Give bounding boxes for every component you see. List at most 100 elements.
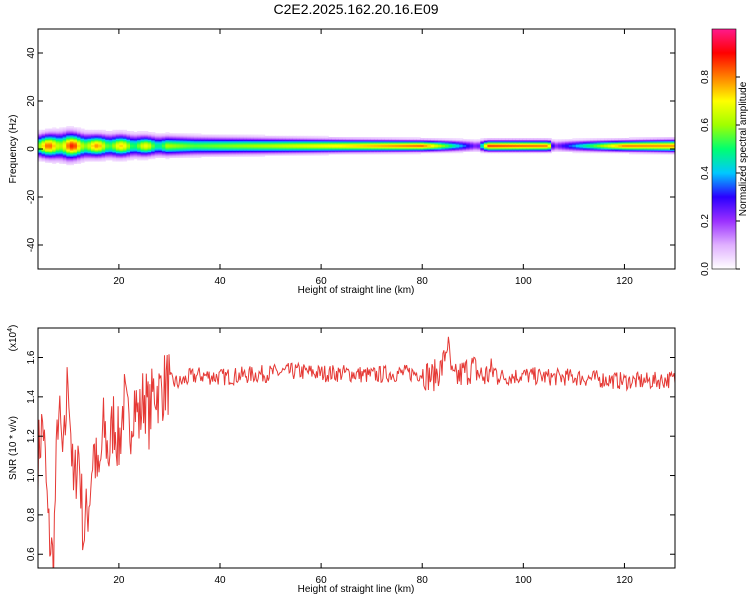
spectrogram-cell — [225, 134, 230, 137]
spectrogram-cell — [236, 135, 241, 138]
spectrogram-cell — [165, 156, 170, 158]
spectrogram-cell — [657, 152, 662, 155]
spectrogram-cell — [144, 144, 149, 146]
spectrogram-cell — [183, 138, 188, 140]
spectrogram-cell — [151, 143, 156, 145]
spectrogram-cell — [508, 141, 513, 144]
spectrogram-cell — [384, 145, 389, 148]
spectrogram-cell — [73, 131, 78, 133]
spectrogram-cell — [66, 162, 71, 164]
snr-background — [38, 328, 675, 568]
spectrogram-cell — [582, 149, 588, 151]
spectrogram-cell — [222, 137, 227, 139]
spectrogram-cell — [250, 139, 255, 142]
spectrogram-cell — [204, 151, 209, 154]
spectrogram-cell — [73, 150, 78, 152]
spectrogram-cell — [126, 149, 131, 151]
spectrogram-cell — [126, 157, 131, 160]
spectrogram-cell — [554, 141, 559, 144]
spectrogram-cell — [80, 137, 85, 139]
spectrogram-cell — [165, 133, 170, 136]
spectrogram-x-tick-label: 80 — [417, 276, 429, 287]
spectrogram-cell — [130, 150, 135, 152]
spectrogram-cell — [62, 128, 67, 131]
spectrogram-cell — [45, 161, 50, 163]
spectrogram-cell — [540, 140, 545, 143]
spectrogram-x-tick-label: 60 — [316, 276, 328, 287]
spectrogram-cell — [38, 140, 43, 143]
spectrogram-cell — [236, 143, 241, 145]
spectrogram-cell — [536, 146, 542, 149]
spectrogram-cell — [409, 150, 414, 152]
spectrogram-cell — [101, 156, 106, 158]
spectrogram-cell — [73, 141, 78, 144]
spectrogram-cell — [628, 152, 634, 155]
spectrogram-cell — [526, 149, 531, 151]
spectrogram-cell — [115, 134, 120, 137]
spectrogram-cell — [257, 147, 262, 150]
spectrogram-cell — [161, 146, 166, 149]
spectrogram-cell — [55, 139, 60, 142]
spectrogram-cell — [363, 137, 368, 139]
spectrogram-cell — [388, 138, 393, 140]
spectrogram-cell — [87, 132, 92, 134]
spectrogram-cell — [437, 141, 443, 144]
spectrogram-cell — [147, 133, 152, 136]
spectrogram-cell — [232, 153, 237, 156]
spectrogram-cell — [621, 143, 627, 145]
spectrogram-cell — [52, 156, 57, 158]
spectrogram-cell — [214, 144, 220, 146]
spectrogram-cell — [384, 152, 389, 155]
spectrogram-cell — [73, 152, 78, 155]
spectrogram-cell — [62, 127, 67, 130]
spectrogram-cell — [575, 145, 581, 148]
spectrogram-cell — [306, 143, 312, 145]
spectrogram-cell — [147, 138, 152, 140]
spectrogram-cell — [579, 141, 584, 144]
spectrogram-cell — [342, 147, 347, 150]
spectrogram-cell — [282, 143, 287, 145]
spectrogram-cell — [130, 151, 135, 154]
spectrogram-cell — [505, 141, 510, 144]
spectrogram-cell — [529, 144, 535, 146]
spectrogram-cell — [115, 147, 120, 150]
spectrogram-cell — [108, 143, 113, 145]
spectrogram-cell — [561, 141, 566, 144]
spectrogram-cell — [41, 129, 46, 132]
spectrogram-cell — [338, 138, 343, 140]
spectrogram-cell — [246, 134, 251, 137]
spectrogram-cell — [84, 153, 89, 156]
spectrogram-cell — [423, 146, 428, 149]
spectrogram-cell — [646, 150, 651, 152]
spectrogram-cell — [466, 150, 471, 152]
spectrogram-cell — [490, 151, 496, 154]
spectrogram-cell — [62, 134, 67, 137]
spectrogram-cell — [363, 141, 368, 144]
spectrogram-cell — [122, 129, 128, 132]
spectrogram-cell — [80, 139, 85, 142]
spectrogram-cell — [512, 138, 517, 140]
spectrogram-cell — [352, 145, 358, 148]
spectrogram-cell — [310, 137, 315, 139]
spectrogram-x-label: Height of straight line (km) — [298, 285, 415, 296]
spectrogram-cell — [183, 155, 188, 157]
spectrogram-cell — [551, 139, 556, 142]
spectrogram-cell — [536, 151, 542, 154]
spectrogram-cell — [87, 133, 92, 136]
spectrogram-cell — [278, 141, 283, 144]
spectrogram-cell — [473, 140, 478, 143]
spectrogram-cell — [158, 146, 163, 149]
spectrogram-cell — [112, 139, 117, 142]
spectrogram-cell — [522, 150, 527, 152]
spectrogram-cell — [455, 147, 460, 150]
spectrogram-cell — [459, 151, 464, 154]
spectrogram-cell — [544, 143, 549, 145]
spectrogram-cell — [59, 127, 64, 130]
spectrogram-cell — [94, 141, 99, 144]
spectrogram-cell — [427, 144, 432, 146]
spectrogram-cell — [41, 144, 46, 146]
spectrogram-cell — [349, 138, 354, 140]
spectrogram-cell — [568, 141, 573, 144]
spectrogram-cell — [48, 137, 53, 139]
spectrogram-cell — [367, 139, 372, 142]
